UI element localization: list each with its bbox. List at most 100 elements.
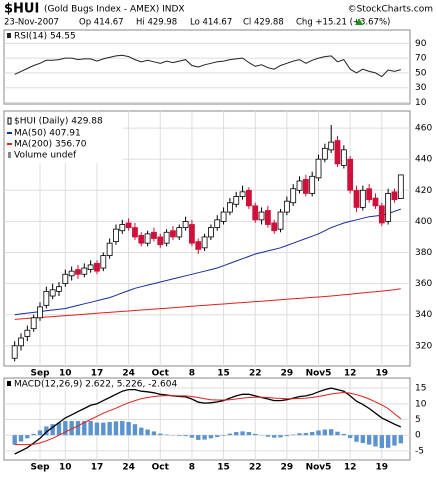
histogram-bar: [322, 429, 328, 436]
candle-body: [340, 149, 347, 166]
candle-body: [195, 241, 202, 250]
histogram-bar: [347, 435, 353, 439]
x-tick-label: 29: [281, 463, 294, 473]
histogram-bar: [50, 424, 55, 436]
candle-body: [18, 337, 24, 347]
candle-body: [62, 273, 69, 284]
candle-body: [214, 219, 221, 229]
candle-body: [87, 264, 94, 270]
x-tick-label: 29: [281, 369, 294, 379]
histogram-bar: [196, 435, 201, 440]
credit: ©StockCharts.com: [348, 5, 433, 15]
macd-line: [14, 387, 402, 455]
high-price: Hi 429.98: [136, 18, 177, 28]
x-tick-label: 24: [122, 463, 135, 473]
legend-swatch: [7, 33, 11, 38]
x-tick-label: 10: [59, 369, 72, 379]
histogram-bar: [297, 433, 302, 436]
histogram-bar: [18, 435, 24, 442]
candle-body: [144, 233, 151, 244]
y-tick-label: 400: [415, 217, 432, 227]
histogram-bar: [177, 435, 182, 436]
legend-label: Volume undef: [14, 151, 77, 161]
change: Chg +15.21 (+3.67%): [296, 18, 390, 28]
candle-body: [245, 189, 252, 207]
candle-body: [290, 188, 297, 204]
candle-body: [321, 147, 328, 160]
candle-body: [220, 211, 227, 222]
x-tick-label: Oct: [152, 369, 170, 379]
candle-body: [163, 231, 170, 244]
x-tick-label: 12: [344, 369, 357, 379]
candle-body: [75, 269, 81, 275]
legend-bg: [5, 379, 165, 389]
candle-body: [157, 236, 164, 246]
histogram-bar: [392, 435, 397, 446]
candle-body: [189, 224, 195, 244]
candle-body: [378, 205, 385, 224]
y-tick-label: 30: [415, 83, 427, 93]
y-tick-label: 90: [415, 39, 427, 49]
y-tick-label: 70: [415, 54, 427, 64]
histogram-bar: [291, 434, 296, 436]
histogram-bar: [63, 421, 68, 436]
candle-body: [252, 205, 259, 221]
x-tick-label: 17: [91, 369, 104, 379]
candle-body: [68, 270, 75, 277]
candle-body: [94, 262, 100, 272]
histogram-bar: [31, 433, 36, 436]
candle-body: [277, 211, 284, 230]
candle-body: [296, 180, 303, 191]
histogram-bar: [303, 432, 309, 436]
histogram-bar: [253, 433, 258, 436]
candle-body: [309, 175, 316, 194]
x-tick-label: Nov5: [306, 463, 332, 473]
histogram-bar: [164, 434, 169, 436]
low-price: Lo 414.67: [190, 18, 232, 28]
close-price: Cl 429.88: [243, 18, 284, 28]
histogram-bar: [37, 430, 43, 436]
candle-body: [359, 189, 366, 208]
candle-body: [81, 267, 88, 275]
histogram-bar: [278, 435, 283, 438]
histogram-bar: [335, 431, 340, 436]
candle-body: [334, 140, 341, 165]
legend-label: MA(200) 356.70: [14, 140, 87, 150]
x-tick-label: 19: [376, 369, 389, 379]
histogram-bar: [385, 435, 391, 448]
histogram-bar: [379, 435, 385, 449]
candle-body: [106, 242, 113, 257]
histogram-bar: [75, 421, 81, 436]
histogram-bar: [373, 435, 378, 447]
candle-body: [49, 289, 56, 297]
candle-body: [226, 202, 233, 213]
y-tick-label: 320: [415, 341, 432, 351]
x-tick-label: 15: [217, 463, 230, 473]
histogram-bar: [208, 435, 214, 439]
x-tick-label: 10: [59, 463, 72, 473]
candle-body: [113, 228, 119, 243]
candle-body: [100, 255, 107, 269]
y-tick-label: 380: [415, 248, 432, 258]
y-tick-label: 340: [415, 310, 432, 320]
y-tick-label: 360: [415, 279, 432, 289]
candle-body: [24, 329, 31, 337]
histogram-bar: [113, 421, 119, 436]
candle-body: [56, 286, 62, 292]
symbol: $HUI: [4, 2, 39, 17]
histogram-bar: [246, 432, 252, 436]
x-tick-label: 19: [376, 463, 389, 473]
histogram-bar: [126, 421, 131, 436]
legend-label: RSI(14) 54.55: [14, 32, 76, 42]
histogram-bar: [284, 435, 290, 437]
legend-bg: [5, 113, 123, 163]
y-tick-label: 10: [415, 98, 427, 108]
x-tick-label: Sep: [30, 369, 50, 379]
open-price: Op 414.67: [79, 18, 124, 28]
histogram-bar: [316, 430, 321, 436]
candle-body: [315, 158, 322, 179]
legend-swatch: [8, 152, 11, 158]
histogram-bar: [189, 435, 195, 438]
candle-body: [151, 231, 157, 239]
candle-body: [182, 220, 189, 229]
